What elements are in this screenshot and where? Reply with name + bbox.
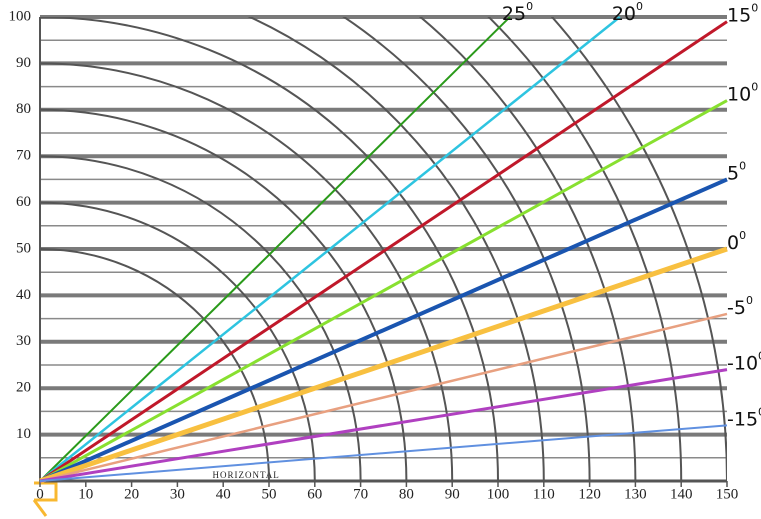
series-label: 00 bbox=[727, 229, 746, 254]
arc bbox=[40, 248, 270, 481]
arc bbox=[247, 17, 545, 481]
y-tick-label: 20 bbox=[16, 380, 31, 396]
series-line bbox=[39, 16, 621, 482]
origin-marker-tail bbox=[32, 499, 48, 517]
x-tick-label: 10 bbox=[78, 486, 93, 502]
arc bbox=[40, 155, 362, 481]
x-tick-label: 60 bbox=[307, 486, 322, 502]
x-tick-label: 140 bbox=[670, 486, 693, 502]
degree-symbol: 0 bbox=[758, 350, 761, 363]
series-line bbox=[39, 368, 728, 483]
arc bbox=[550, 17, 727, 481]
degree-symbol: 0 bbox=[746, 294, 753, 307]
origin-marker bbox=[34, 481, 58, 502]
x-tick-label: 20 bbox=[124, 486, 139, 502]
series-name: -5 bbox=[727, 296, 746, 318]
degree-symbol: 0 bbox=[739, 229, 746, 242]
x-tick-label: 50 bbox=[262, 486, 277, 502]
y-tick-label: 100 bbox=[9, 8, 32, 24]
series-label: 250 bbox=[502, 0, 533, 25]
series-name: -10 bbox=[727, 352, 758, 374]
series-line bbox=[39, 424, 728, 482]
series-label: 200 bbox=[612, 0, 643, 25]
series-label: 50 bbox=[727, 159, 746, 184]
y-tick-label: 90 bbox=[16, 55, 31, 71]
y-tick-label: 70 bbox=[16, 148, 31, 164]
axis-note: HORIZONTAL bbox=[212, 470, 279, 480]
series-name: 0 bbox=[727, 232, 739, 254]
arc bbox=[40, 201, 316, 481]
series-line bbox=[39, 20, 728, 483]
y-tick-label: 10 bbox=[16, 426, 31, 442]
x-tick-label: 110 bbox=[533, 486, 555, 502]
series-label: -50 bbox=[727, 294, 753, 319]
series-label: 100 bbox=[727, 81, 758, 106]
y-tick-label: 80 bbox=[16, 101, 31, 117]
series-line bbox=[39, 99, 728, 483]
series-name: 5 bbox=[727, 162, 739, 184]
arc bbox=[418, 17, 637, 481]
series-label: 150 bbox=[727, 2, 758, 27]
x-tick-label: 150 bbox=[716, 486, 739, 502]
series-name: 20 bbox=[612, 3, 636, 25]
arc bbox=[487, 17, 683, 481]
series-name: 25 bbox=[502, 3, 526, 25]
y-tick-label: 40 bbox=[16, 287, 31, 303]
arc bbox=[341, 17, 591, 481]
series-label: -150 bbox=[727, 405, 761, 430]
y-tick-label: 50 bbox=[16, 240, 31, 256]
x-tick-label: 90 bbox=[445, 486, 460, 502]
x-tick-label: 30 bbox=[170, 486, 185, 502]
series-line bbox=[39, 177, 728, 483]
degree-symbol: 0 bbox=[636, 0, 643, 13]
y-tick-label: 60 bbox=[16, 194, 31, 210]
series-line bbox=[39, 246, 728, 484]
degree-symbol: 0 bbox=[758, 405, 761, 418]
series-label: -100 bbox=[727, 350, 761, 375]
x-tick-label: 0 bbox=[36, 486, 44, 502]
y-tick-label: 30 bbox=[16, 333, 31, 349]
x-tick-label: 80 bbox=[399, 486, 414, 502]
series-line bbox=[39, 16, 511, 482]
series-name: 15 bbox=[727, 4, 751, 26]
series-line bbox=[39, 312, 728, 483]
x-tick-label: 100 bbox=[487, 486, 510, 502]
x-tick-label: 120 bbox=[578, 486, 601, 502]
x-tick-label: 70 bbox=[353, 486, 368, 502]
series-name: 10 bbox=[727, 83, 751, 105]
arcs bbox=[40, 17, 727, 481]
degree-symbol: 0 bbox=[751, 2, 758, 15]
x-tick-label: 130 bbox=[624, 486, 647, 502]
degree-symbol: 0 bbox=[526, 0, 533, 13]
x-tick-label: 40 bbox=[216, 486, 231, 502]
degree-symbol: 0 bbox=[739, 159, 746, 172]
degree-symbol: 0 bbox=[751, 81, 758, 94]
series-name: -15 bbox=[727, 408, 758, 430]
